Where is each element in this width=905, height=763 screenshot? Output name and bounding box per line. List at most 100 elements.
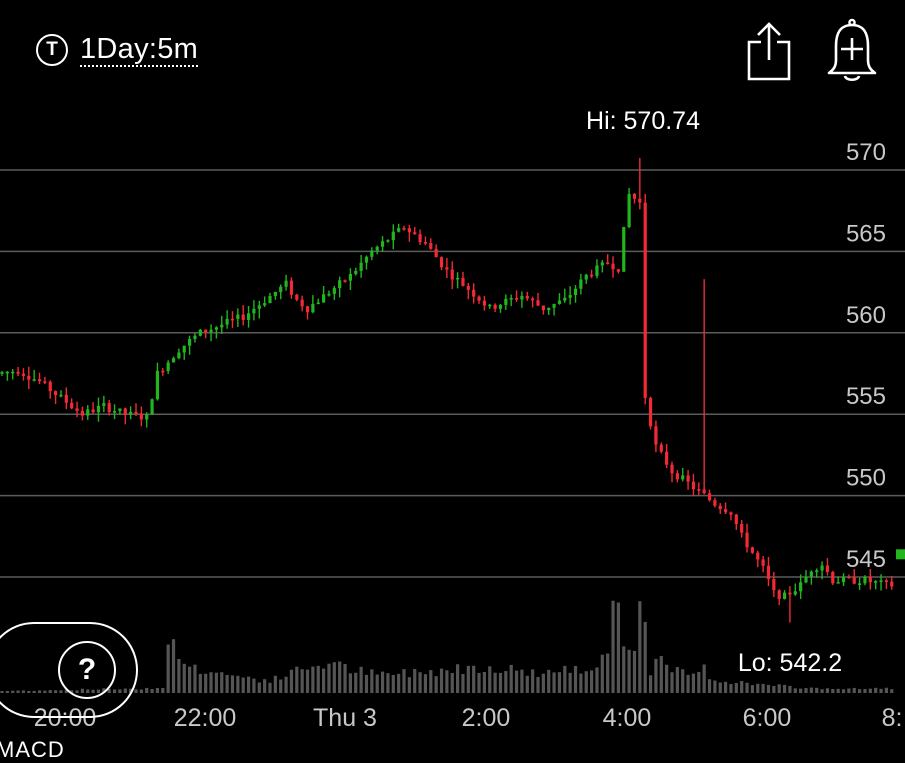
volume-bar: [193, 664, 197, 693]
candle-body: [847, 576, 851, 579]
volume-bar: [825, 688, 830, 693]
candle-body: [825, 565, 830, 572]
volume-bar: [279, 679, 283, 693]
x-tick-label: Thu 3: [313, 704, 377, 732]
candle-body: [450, 269, 454, 280]
volume-bar: [375, 674, 379, 693]
candle-body: [37, 379, 42, 382]
candle-body: [423, 241, 428, 244]
candle-body: [606, 262, 610, 264]
candle-body: [155, 370, 160, 400]
candle-body: [782, 592, 787, 599]
candle-body: [188, 338, 192, 346]
candle-body: [445, 267, 449, 270]
volume-bar: [724, 681, 728, 693]
x-tick-label: 22:00: [174, 704, 237, 732]
candle-body: [295, 294, 299, 300]
volume-bar: [241, 677, 245, 693]
volume-bar: [573, 666, 578, 693]
candle-body: [740, 524, 744, 533]
volume-bar: [681, 669, 685, 693]
candle-body: [573, 288, 578, 296]
volume-bar: [300, 669, 304, 693]
candle-body: [11, 371, 15, 374]
volume-bar: [64, 689, 68, 693]
volume-bar: [638, 601, 642, 693]
candle-body: [681, 475, 685, 480]
candle-body: [413, 232, 417, 235]
volume-bar: [782, 684, 787, 693]
candle-body: [370, 250, 374, 257]
candle-body: [863, 576, 867, 584]
volume-bar: [59, 690, 63, 693]
volume-bar: [348, 673, 352, 693]
bell-plus-icon[interactable]: [826, 18, 878, 84]
candle-body: [354, 270, 358, 274]
candle-body: [831, 571, 835, 584]
candle-body: [890, 581, 894, 587]
candle-body: [311, 303, 315, 313]
volume-bar: [418, 672, 422, 693]
candle-body: [584, 274, 588, 280]
volume-bar: [772, 685, 776, 693]
interval-selector[interactable]: T 1Day:5m: [36, 30, 199, 70]
current-price-marker: [896, 549, 905, 560]
high-label: Hi: 570.74: [586, 107, 700, 135]
volume-bar: [311, 666, 315, 693]
candle-body: [204, 329, 208, 333]
candle-body: [632, 193, 637, 199]
candle-body: [804, 576, 808, 583]
x-tick-label: 6:00: [743, 704, 792, 732]
candle-body: [670, 464, 674, 474]
volume-bar: [745, 682, 749, 693]
candle-body: [112, 410, 117, 413]
volume-bar: [606, 653, 610, 693]
volume-bar: [188, 666, 192, 693]
candle-body: [809, 571, 813, 577]
candle-body: [536, 300, 540, 306]
candle-body: [868, 576, 872, 583]
volume-bar: [472, 665, 476, 693]
volume-bar: [858, 689, 862, 693]
volume-bar: [584, 671, 588, 693]
candle-body: [697, 489, 701, 491]
volume-bar: [155, 688, 160, 693]
candle-body: [80, 410, 84, 416]
candle-body: [64, 394, 68, 403]
candle-body: [407, 228, 411, 233]
candle-body: [456, 277, 460, 280]
candle-body: [836, 582, 840, 584]
candle-body: [858, 583, 862, 585]
volume-bar: [831, 688, 835, 693]
candle-body: [788, 592, 792, 595]
candle-body: [852, 577, 856, 584]
volume-bar: [43, 690, 47, 693]
candle-body: [756, 552, 760, 560]
candle-body: [86, 409, 90, 416]
volume-bar: [338, 661, 342, 693]
candle-body: [129, 411, 133, 415]
candle-body: [616, 269, 620, 272]
volume-bar: [820, 689, 824, 693]
volume-bar: [332, 662, 336, 693]
candle-body: [364, 256, 369, 263]
candle-body: [230, 318, 235, 321]
volume-bar: [252, 678, 256, 693]
candle-body: [590, 274, 594, 277]
share-icon[interactable]: [744, 20, 794, 82]
candle-body: [820, 565, 824, 571]
candle-body: [5, 371, 9, 374]
candle-body: [134, 411, 138, 414]
volume-bar: [380, 671, 385, 693]
volume-bar: [289, 669, 294, 693]
candle-body: [514, 298, 519, 300]
volume-bar: [740, 681, 744, 693]
candle-body: [461, 277, 465, 286]
volume-bar: [788, 685, 792, 693]
candle-body: [145, 414, 149, 420]
help-button[interactable]: ?: [0, 622, 138, 718]
volume-bar: [305, 669, 310, 693]
candle-body: [182, 345, 186, 353]
candle-body: [418, 234, 422, 242]
